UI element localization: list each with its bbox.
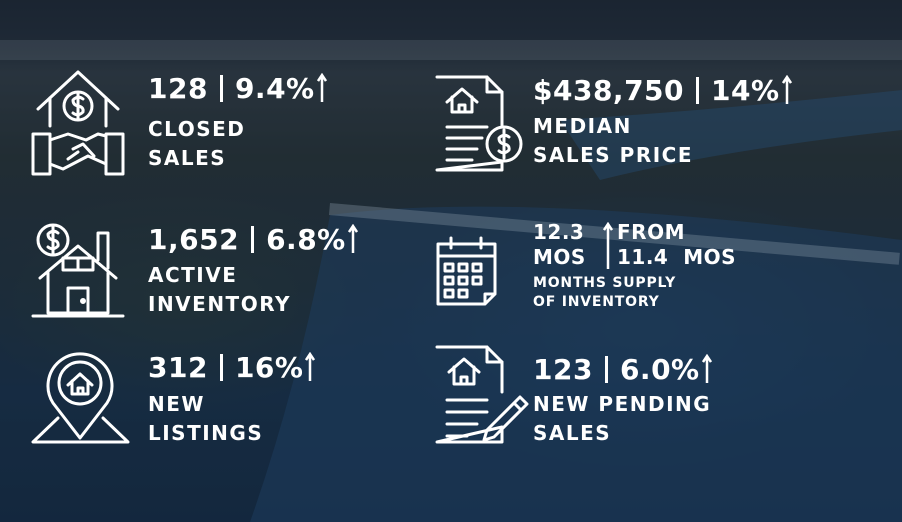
separator: [696, 76, 700, 104]
stat-label: SALES: [533, 421, 612, 445]
stat-value: 128: [148, 71, 208, 105]
closed-sales-icon: [31, 70, 125, 176]
stat-tile: 1,652 6.8% ACTIVE INVENTORY: [148, 222, 358, 319]
up-arrow: [701, 354, 712, 383]
stat-label: MEDIAN: [533, 114, 632, 138]
sales-price-icon: [435, 75, 523, 172]
stat-change: 6.8%: [266, 222, 346, 256]
up-arrow: [781, 75, 792, 104]
stat-tile: 128 9.4% CLOSED SALES: [148, 71, 327, 173]
separator: [219, 74, 223, 102]
stat-value: 312: [148, 350, 208, 384]
stat-label: ACTIVE: [148, 263, 238, 287]
stat-label: SALES: [148, 146, 227, 170]
up-arrow: [603, 222, 613, 269]
up-arrow: [305, 352, 316, 381]
stat-change: 9.4%: [234, 71, 315, 105]
stat-tile: 312 16% NEW LISTINGS: [148, 350, 316, 448]
from-label: FROM: [617, 220, 685, 244]
stat-tile: $438,750 14% MEDIAN SALES PRICE: [533, 73, 792, 170]
separator: [604, 355, 608, 383]
supply-tile: 12.3 MOS MONTHS SUPPLY OF INVENTORY: [533, 220, 676, 312]
inventory-icon: [31, 223, 125, 318]
stat-label: NEW PENDING: [533, 392, 712, 416]
supply-compare: FROM 11.4 MOS: [617, 220, 736, 270]
stat-label: INVENTORY: [148, 292, 291, 316]
from-value: 11.4 MOS: [617, 245, 737, 269]
supply-label: OF INVENTORY: [533, 294, 660, 310]
up-arrow: [316, 73, 327, 102]
stat-tile: 123 6.0% NEW PENDING SALES: [533, 352, 712, 448]
stat-change: 14%: [711, 73, 780, 107]
pending-icon: [435, 345, 529, 444]
stat-label: NEW: [148, 392, 205, 416]
calendar-icon: [436, 236, 497, 306]
listings-icon: [31, 352, 130, 444]
stat-change: 16%: [234, 350, 304, 384]
stat-value: 1,652: [148, 222, 240, 256]
separator: [251, 225, 255, 253]
separator: [219, 353, 223, 381]
stat-label: SALES PRICE: [533, 143, 693, 167]
supply-label: MONTHS SUPPLY: [533, 275, 677, 291]
stat-label: LISTINGS: [148, 421, 264, 445]
stat-value: 123: [533, 352, 593, 386]
supply-value: 12.3: [533, 220, 585, 244]
stat-label: CLOSED: [148, 117, 246, 141]
supply-unit: MOS: [533, 245, 586, 269]
stat-value: $438,750: [533, 73, 685, 107]
stat-change: 6.0%: [619, 352, 700, 386]
up-arrow: [347, 224, 358, 253]
